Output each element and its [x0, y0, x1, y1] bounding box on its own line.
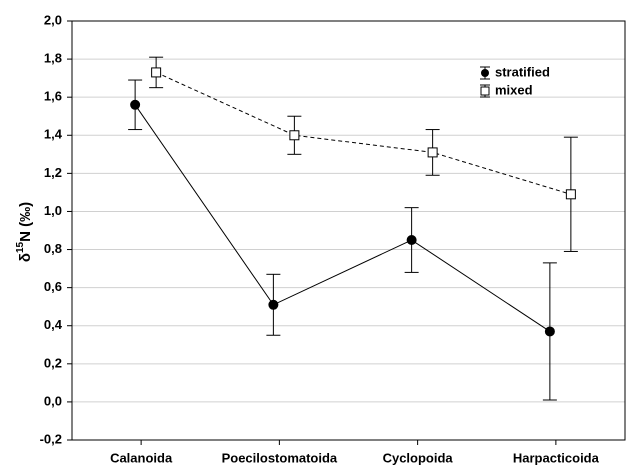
y-label-prefix: δ — [17, 253, 34, 262]
y-tick-label: 2,0 — [44, 12, 62, 27]
x-tick-label: Calanoida — [110, 450, 173, 465]
y-axis-label: δ15N (‰) — [15, 202, 34, 262]
plot-frame — [71, 20, 626, 441]
y-tick-label: 0,0 — [44, 393, 62, 408]
y-tick-label: 0,8 — [44, 241, 62, 256]
data-point — [289, 130, 300, 141]
data-point — [565, 189, 576, 200]
y-tick-label: 0,6 — [44, 279, 62, 294]
y-tick-label: 1,2 — [44, 165, 62, 180]
y-label-suffix: N (‰) — [17, 202, 34, 242]
legend-marker — [481, 69, 489, 77]
data-point — [268, 299, 279, 310]
legend-label: stratified — [495, 64, 550, 79]
data-point — [151, 67, 162, 78]
y-tick-label: 1,0 — [44, 203, 62, 218]
x-tick-label: Cyclopoida — [383, 450, 454, 465]
series-line — [134, 104, 551, 332]
y-tick-label: 0,2 — [44, 355, 62, 370]
x-tick-label: Poecilostomatoida — [222, 450, 338, 465]
y-tick-label: 1,4 — [44, 127, 63, 142]
data-point — [544, 326, 555, 337]
y-label-superscript: 15 — [15, 241, 26, 253]
data-point — [130, 99, 141, 110]
y-tick-label: 0,4 — [44, 317, 63, 332]
x-tick-label: Harpacticoida — [513, 450, 600, 465]
legend-label: mixed — [495, 82, 533, 97]
y-tick-label: -0,2 — [40, 431, 62, 446]
y-tick-label: 1,8 — [44, 51, 62, 66]
legend-marker — [480, 86, 490, 96]
data-point — [427, 147, 438, 158]
y-tick-label: 1,6 — [44, 89, 62, 104]
data-point — [406, 235, 417, 246]
